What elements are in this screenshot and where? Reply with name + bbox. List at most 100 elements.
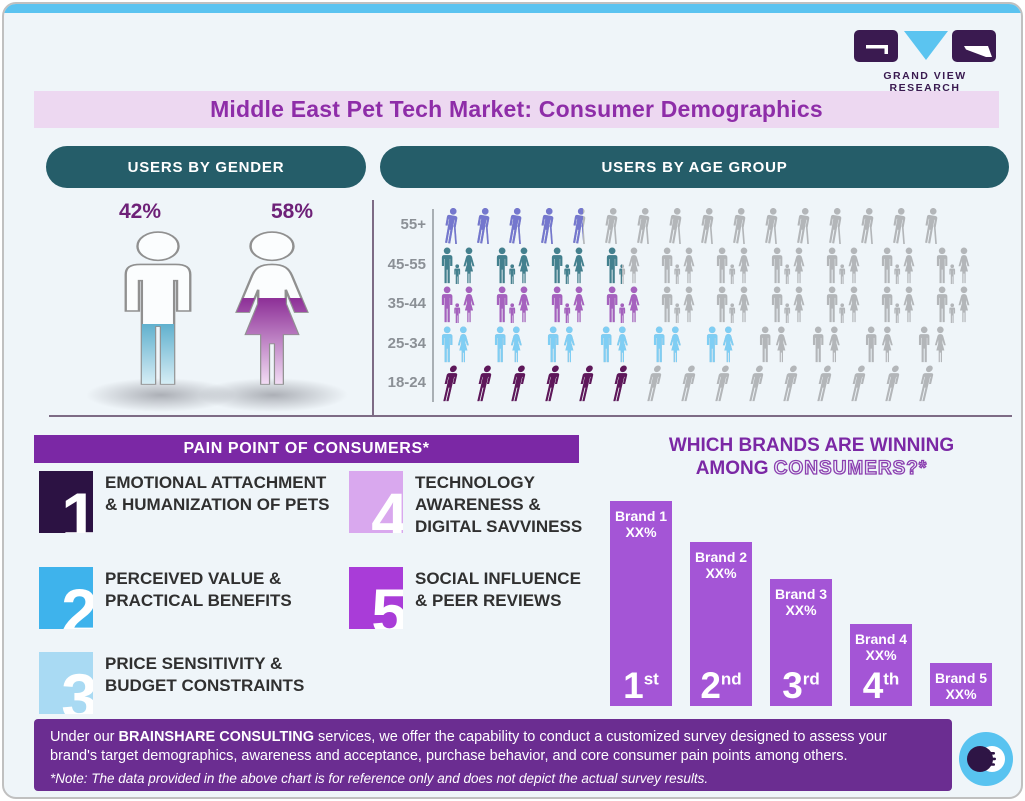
brainshare-venn-icon (958, 731, 1014, 787)
walker-icon (814, 365, 833, 403)
gvr-logo-icon (854, 30, 996, 62)
age-row-55+: 55+ (384, 207, 1012, 245)
age-row-label: 45-55 (387, 255, 426, 273)
walker-icon (576, 365, 595, 403)
age-row-label: 55+ (400, 216, 426, 233)
family-icon (440, 286, 478, 324)
elderly-cane-icon (600, 207, 620, 245)
brands-chart-title: WHICH BRANDS ARE WINNING AMONG CONSUMERS… (668, 435, 955, 480)
female-percentage-label: 58% (270, 200, 314, 223)
family-icon (495, 247, 533, 285)
walker-icon (644, 365, 663, 403)
family-icon (660, 286, 698, 324)
brand-bar-brand-4: Brand 4 XX% 4th (850, 624, 912, 706)
family-icon (770, 247, 808, 285)
figure-shadow (198, 378, 348, 412)
walker-icon (610, 365, 628, 403)
age-row-25-34: 25-34 (384, 326, 1012, 364)
walker-icon (780, 365, 799, 403)
couple-icon (758, 326, 789, 364)
age-row-label: 35-44 (387, 295, 426, 312)
couple-icon (493, 326, 524, 364)
elderly-cane-icon (664, 207, 684, 245)
couple-icon (758, 326, 759, 364)
family-icon (440, 247, 478, 285)
brand-bar-brand-2: Brand 2 XX% 2nd (690, 542, 752, 706)
bar-brand-label: Brand 1 (614, 508, 668, 524)
couple-icon (705, 326, 736, 364)
family-icon (495, 286, 533, 324)
age-row-label: 25-34 (387, 334, 426, 352)
family-icon (605, 247, 622, 285)
age-icons-colored (440, 365, 628, 403)
walker-icon (712, 365, 731, 403)
pain-number-tile-5: 5 (349, 567, 403, 629)
walker-icon (678, 365, 697, 403)
family-icon (880, 247, 918, 285)
walker-icon (882, 365, 901, 403)
bar-brand-label: Brand 5 (934, 670, 988, 686)
footer-note: *Note: The data provided in the above ch… (50, 771, 709, 786)
couple-icon (864, 326, 895, 364)
brand-ranking-bar-chart: Brand 1 XX% 1st Brand 2 XX% 2nd Brand 3 XX% 3rd B… (610, 501, 1004, 706)
elderly-cane-icon (536, 207, 556, 245)
family-icon (605, 286, 643, 324)
age-row-label: 18-24 (387, 374, 426, 391)
bar-brand-label: Brand 2 (694, 549, 748, 565)
elderly-cane-icon (792, 207, 812, 245)
bar-value-label: XX% (705, 565, 737, 581)
users-by-age-group-header: USERS BY AGE GROUP (380, 146, 1009, 188)
family-icon (715, 247, 753, 285)
elderly-cane-icon (824, 207, 844, 245)
age-group-pictogram-chart: 55+ 45-55 35-44 25-34 18-24 (384, 207, 1012, 407)
age-row-18-24: 18-24 (384, 365, 1012, 403)
footer-banner: Under our BRAINSHARE CONSULTING services… (34, 719, 952, 791)
elderly-cane-icon (920, 207, 940, 245)
elderly-cane-icon (472, 207, 492, 245)
users-by-gender-header: USERS BY GENDER (46, 146, 366, 188)
family-icon (935, 247, 973, 285)
pain-number-tile-3: 3 (39, 652, 93, 714)
walker-icon (474, 365, 493, 403)
couple-icon (546, 326, 577, 364)
elderly-cane-icon (760, 207, 780, 245)
family-icon (825, 247, 863, 285)
walker-icon (440, 365, 459, 403)
bar-rank-label: 2nd (700, 665, 742, 706)
family-icon (715, 286, 753, 324)
bar-rank-label: 3rd (782, 665, 820, 706)
elderly-cane-icon (728, 207, 748, 245)
family-icon (880, 286, 918, 324)
pain-number-tile-1: 1 (39, 471, 93, 533)
brand-bar-brand-3: Brand 3 XX% 3rd (770, 579, 832, 706)
brand-bar-brand-5: Brand 5 XX% (930, 663, 992, 706)
pain-number-tile-4: 4 (349, 471, 403, 533)
brands-title-outline-text: CONSUMERS?* (773, 457, 928, 479)
pain-number-tile-2: 2 (39, 567, 93, 629)
couple-icon (440, 326, 471, 364)
bar-brand-label: Brand 4 (854, 631, 908, 647)
bar-value-label: XX% (865, 647, 897, 663)
age-icons-colored (440, 207, 583, 245)
pain-points-header-banner: PAIN POINT OF CONSUMERS* (34, 435, 579, 463)
couple-icon (811, 326, 842, 364)
male-percentage-label: 42% (118, 200, 162, 223)
age-row-45-55: 45-55 (384, 247, 1012, 285)
family-icon (550, 286, 588, 324)
couple-icon (917, 326, 948, 364)
brand-bar-brand-1: Brand 1 XX% 1st (610, 501, 672, 706)
bar-value-label: XX% (785, 602, 817, 618)
walker-icon (508, 365, 527, 403)
bar-rank-label: 1st (623, 665, 659, 706)
footer-paragraph: Under our BRAINSHARE CONSULTING services… (50, 729, 887, 764)
bar-value-label: XX% (945, 686, 977, 702)
family-icon (660, 247, 698, 285)
elderly-cane-icon (568, 207, 583, 245)
elderly-cane-icon (696, 207, 716, 245)
section-horizontal-divider (49, 415, 1012, 417)
bar-value-label: XX% (625, 524, 657, 540)
couple-icon (599, 326, 630, 364)
elderly-cane-icon (856, 207, 876, 245)
elderly-cane-icon (888, 207, 908, 245)
